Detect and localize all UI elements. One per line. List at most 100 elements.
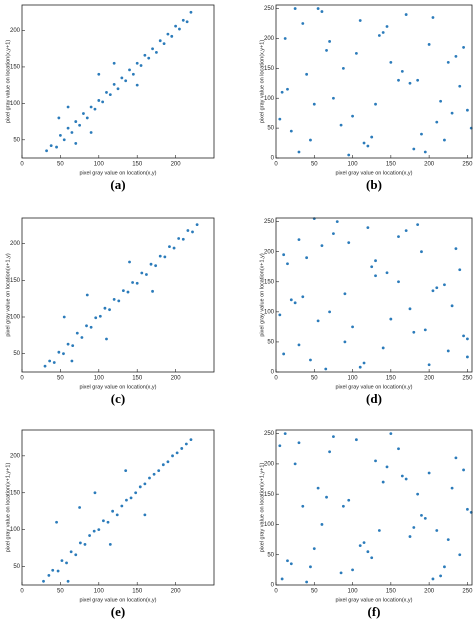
caption: (c)	[111, 391, 125, 406]
point	[450, 304, 454, 308]
point	[280, 90, 284, 94]
x-tick-label: 0	[274, 589, 278, 595]
point	[351, 325, 354, 329]
point	[289, 562, 293, 566]
point	[466, 337, 469, 341]
point	[286, 559, 289, 563]
point	[78, 506, 81, 509]
point	[343, 340, 347, 344]
point	[420, 132, 423, 136]
plot-frame	[275, 429, 473, 586]
y-axis-label: pixel gray value on location(x+1,y)	[259, 253, 265, 336]
point	[135, 83, 139, 87]
y-tick-label: 150	[10, 278, 21, 284]
y-tick-label: 200	[264, 249, 275, 255]
point	[57, 350, 61, 354]
point	[175, 451, 179, 455]
point	[89, 105, 93, 109]
point	[431, 16, 435, 19]
point	[423, 328, 427, 332]
x-tick-label: 250	[462, 376, 473, 382]
x-tick-label: 50	[311, 589, 318, 595]
x-tick-label: 250	[462, 589, 473, 595]
point	[62, 315, 66, 319]
point	[163, 255, 167, 259]
point	[143, 513, 147, 517]
point	[97, 528, 101, 532]
point	[126, 290, 130, 294]
point	[62, 138, 66, 142]
point	[155, 50, 158, 54]
point	[278, 117, 282, 121]
point	[59, 134, 62, 137]
x-tick-label: 200	[171, 162, 182, 168]
point	[52, 361, 56, 364]
point	[70, 359, 74, 363]
y-tick-label: 200	[264, 461, 275, 467]
point	[178, 27, 181, 31]
y-tick-label: 50	[267, 340, 274, 346]
point	[293, 462, 297, 466]
point	[358, 19, 362, 22]
x-tick-label: 150	[132, 589, 143, 595]
x-tick-label: 200	[171, 589, 182, 595]
point	[385, 271, 389, 275]
point	[278, 313, 282, 317]
point	[166, 32, 170, 36]
point	[435, 286, 439, 290]
y-axis-label: pixel gray value on location(x,y+1)	[5, 40, 11, 123]
x-tick-label: 0	[20, 162, 24, 168]
point	[416, 223, 420, 227]
y-axis-label: pixel gray value on location(x+1,y+1)	[5, 463, 11, 553]
plot-frame	[275, 4, 473, 159]
x-tick-label: 0	[274, 162, 278, 168]
point	[128, 68, 131, 72]
y-tick-label: 0	[271, 156, 275, 162]
point	[172, 246, 176, 250]
y-tick-label: 200	[10, 241, 21, 247]
point	[305, 72, 309, 76]
point	[435, 529, 439, 532]
x-tick-label: 200	[424, 162, 435, 168]
point	[112, 61, 116, 65]
point	[143, 482, 147, 486]
point	[297, 441, 301, 445]
point	[180, 447, 184, 450]
point	[404, 13, 408, 16]
x-tick-label: 100	[94, 376, 105, 382]
x-axis-label: pixel gray value on location(x,y)	[79, 170, 156, 176]
point	[97, 72, 101, 76]
point	[404, 477, 408, 481]
point	[112, 83, 116, 86]
point	[381, 31, 385, 34]
point	[128, 260, 131, 264]
point	[83, 543, 87, 546]
point	[427, 43, 431, 46]
y-tick-label: 50	[13, 564, 20, 570]
point	[362, 541, 366, 545]
point	[332, 232, 335, 236]
point	[55, 520, 58, 524]
point	[108, 93, 112, 97]
point	[325, 49, 328, 52]
point	[85, 116, 89, 120]
x-tick-label: 50	[57, 589, 64, 595]
point	[66, 105, 70, 109]
point	[65, 561, 68, 565]
caption: (a)	[110, 177, 125, 192]
point	[89, 131, 93, 134]
point	[121, 289, 125, 292]
point	[374, 459, 377, 463]
point	[450, 486, 454, 490]
point	[85, 324, 88, 328]
point	[458, 553, 462, 557]
point	[66, 126, 70, 130]
point	[351, 568, 354, 572]
point	[170, 34, 174, 38]
point	[328, 310, 331, 314]
point	[148, 476, 151, 480]
point	[174, 24, 178, 28]
x-tick-label: 200	[424, 376, 435, 382]
x-axis-label: pixel gray value on location(x,y)	[335, 597, 412, 603]
point	[443, 565, 446, 569]
